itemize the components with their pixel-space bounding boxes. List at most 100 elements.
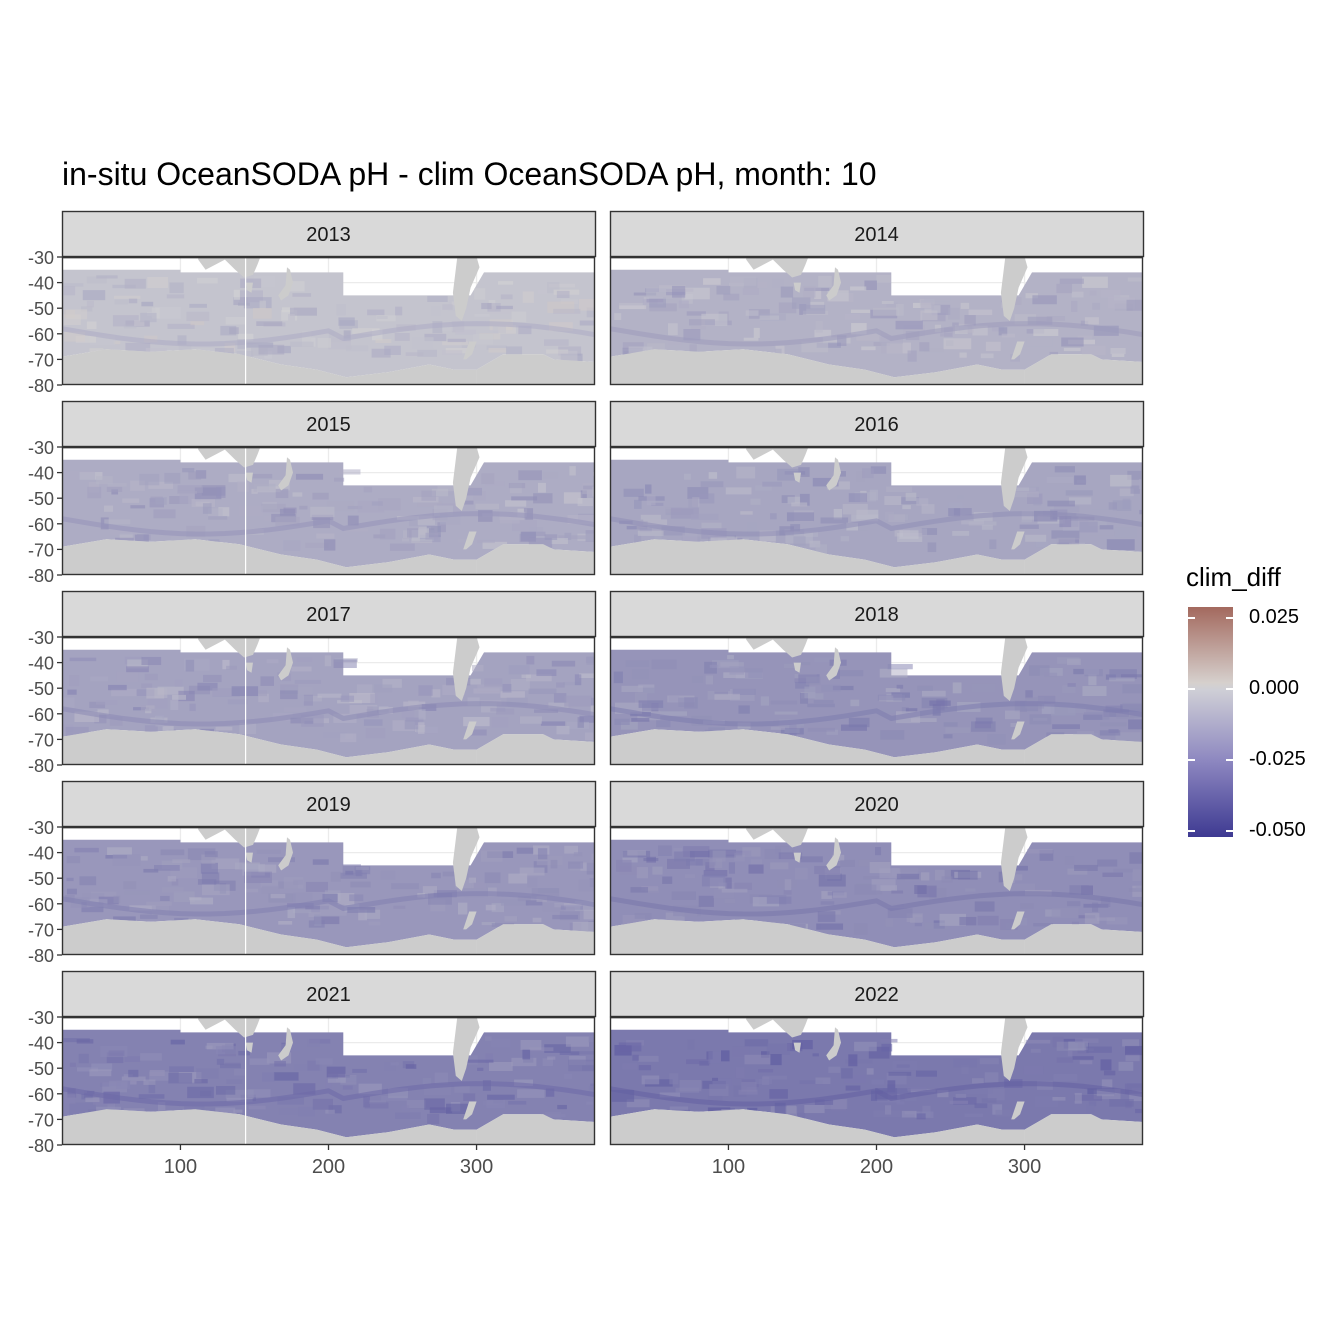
legend-label: 0.025	[1249, 606, 1300, 629]
front-band	[62, 511, 595, 537]
facet-label-2014: 2014	[854, 224, 899, 246]
ocean-texture	[616, 845, 1143, 935]
land-antarctic-peninsula	[1011, 341, 1025, 360]
y-tick-label: -40	[28, 274, 54, 294]
land-australia	[746, 1017, 809, 1038]
facet-label-2020: 2020	[854, 794, 899, 816]
y-tick-label: -30	[28, 628, 54, 648]
land-new-zealand	[826, 647, 841, 681]
land-australia	[746, 637, 809, 658]
land-antarctica	[62, 919, 477, 955]
land-new-zealand	[278, 1027, 293, 1061]
plot-title: in-situ OceanSODA pH - clim OceanSODA pH…	[62, 156, 877, 192]
x-tick-label: 100	[164, 1156, 197, 1178]
land-weddell	[476, 354, 595, 385]
y-tick-label: -30	[28, 438, 54, 458]
panel-border	[609, 826, 1144, 956]
land-new-zealand	[278, 267, 293, 301]
panel-border	[609, 636, 1144, 766]
legend-tick-mark	[1226, 830, 1233, 833]
land-weddell	[1024, 354, 1143, 385]
facet-strip-2018	[609, 590, 1145, 638]
x-tick-label: 100	[712, 1156, 745, 1178]
y-tick-label: -70	[28, 1110, 54, 1130]
y-tick-label: -50	[28, 299, 54, 319]
panel-content	[610, 827, 1143, 955]
y-tick-label: -60	[28, 895, 54, 915]
facet-strip-2020	[609, 780, 1145, 828]
legend-tick-mark	[1226, 759, 1233, 762]
land-antarctica	[610, 1109, 1025, 1145]
legend-tick-mark	[1226, 617, 1233, 620]
land-australia	[746, 447, 809, 468]
land-new-zealand	[826, 267, 841, 301]
land-australia	[746, 257, 809, 278]
y-tick-label: -40	[28, 844, 54, 864]
y-tick-label: -80	[28, 566, 54, 586]
land-weddell	[476, 924, 595, 955]
land-weddell	[1024, 544, 1143, 575]
y-tick-label: -40	[28, 654, 54, 674]
land-south-america	[452, 257, 480, 321]
panel-content	[610, 1017, 1143, 1145]
y-tick-label: -80	[28, 756, 54, 776]
land-antarctic-peninsula	[463, 721, 477, 740]
y-tick-label: -70	[28, 730, 54, 750]
panel-border	[61, 636, 596, 766]
land-south-america	[1000, 827, 1028, 891]
y-tick-label: -70	[28, 350, 54, 370]
land-australia	[198, 257, 261, 278]
x-tick-label: 300	[1008, 1156, 1041, 1178]
front-band	[62, 321, 595, 347]
front-band	[62, 891, 595, 917]
x-tick-label: 300	[460, 1156, 493, 1178]
y-tick-label: -70	[28, 920, 54, 940]
land-antarctic-peninsula	[1011, 911, 1025, 930]
land-antarctica	[62, 729, 477, 765]
land-new-zealand	[826, 837, 841, 871]
legend-tick-mark	[1188, 830, 1195, 833]
facet-panel-2019: 2019 -30 -40 -50 -60 -70 -80	[28, 780, 597, 966]
facet-panel-2017: 2017 -30 -40 -50 -60 -70 -80	[28, 590, 597, 776]
land-australia	[198, 1017, 261, 1038]
facet-panel-2020: 2020	[609, 780, 1145, 956]
legend-label: -0.050	[1249, 819, 1306, 842]
facet-strip-2014	[609, 210, 1145, 258]
land-south-america	[452, 1017, 480, 1081]
land-new-zealand	[278, 647, 293, 681]
land-new-zealand	[278, 457, 293, 491]
facet-panel-2016: 2016	[609, 400, 1145, 576]
y-tick-label: -70	[28, 540, 54, 560]
panel-content	[62, 447, 595, 575]
land-antarctica	[62, 539, 477, 575]
panel-border	[609, 446, 1144, 576]
y-tick-label: -60	[28, 515, 54, 535]
land-tasmania	[245, 852, 253, 863]
land-weddell	[1024, 734, 1143, 765]
y-tick-label: -30	[28, 248, 54, 268]
panel-border	[61, 446, 596, 576]
panel-border	[61, 256, 596, 386]
legend-tick-mark	[1188, 759, 1195, 762]
legend-tick-mark	[1188, 617, 1195, 620]
facet-strip-2015	[61, 400, 597, 448]
land-australia	[746, 827, 809, 848]
y-tick-label: -40	[28, 1034, 54, 1054]
land-tasmania	[793, 662, 801, 673]
land-antarctica	[610, 539, 1025, 575]
land-antarctica	[610, 729, 1025, 765]
front-band	[610, 321, 1143, 347]
land-antarctic-peninsula	[463, 911, 477, 930]
land-australia	[198, 447, 261, 468]
facet-strip-2021	[61, 970, 597, 1018]
land-antarctic-peninsula	[463, 1101, 477, 1120]
front-band	[62, 701, 595, 727]
panel-content	[62, 637, 595, 765]
land-australia	[198, 827, 261, 848]
land-south-america	[452, 637, 480, 701]
front-band	[610, 891, 1143, 917]
legend-tick-mark	[1188, 688, 1195, 691]
panel-border	[61, 826, 596, 956]
land-weddell	[476, 544, 595, 575]
front-band	[62, 1081, 595, 1107]
